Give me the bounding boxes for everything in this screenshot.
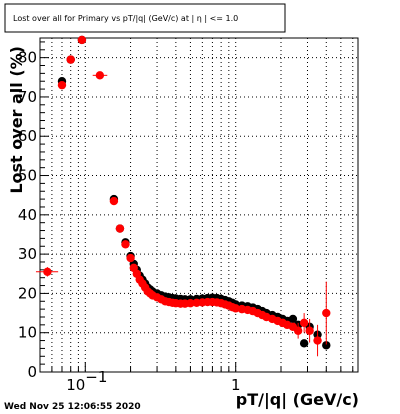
y-tick-label: 10	[18, 324, 37, 342]
data-point	[305, 326, 314, 335]
timestamp: Wed Nov 25 12:06:55 2020	[4, 402, 141, 412]
data-point	[299, 318, 309, 328]
data-point	[299, 339, 309, 348]
y-axis-label: Lost over all (%)	[7, 46, 26, 194]
data-point	[231, 304, 240, 313]
x-axis-label: pT/|q| (GeV/c)	[236, 390, 359, 410]
y-tick-label: 50	[18, 167, 37, 185]
title-box: Lost over all for Primary vs pT/|q| (GeV…	[4, 3, 286, 33]
data-point	[115, 224, 125, 233]
plot-frame	[39, 37, 359, 373]
data-point	[43, 267, 52, 276]
y-tick-label: 60	[18, 127, 37, 145]
y-tick-label: 40	[18, 206, 37, 224]
y-tick-label: 80	[18, 49, 37, 67]
grid	[40, 38, 358, 372]
x-tick-exponent: −1	[85, 368, 107, 386]
data-point	[322, 341, 331, 350]
data-point	[109, 196, 119, 206]
data-point	[293, 326, 303, 335]
y-tick-label: 30	[18, 245, 37, 263]
data-point	[66, 55, 75, 64]
chart-title: Lost over all for Primary vs pT/|q| (GeV…	[13, 14, 238, 23]
series-2	[35, 35, 331, 357]
data-point	[288, 314, 298, 324]
y-tick-label: 0	[27, 363, 37, 381]
data-point	[57, 80, 67, 90]
data-series	[35, 35, 331, 357]
data-point	[313, 336, 322, 345]
data-point	[95, 71, 105, 80]
data-point	[77, 35, 87, 45]
data-point	[322, 308, 331, 318]
x-tick-label: 10	[66, 376, 85, 394]
x-tick-label: 1	[231, 376, 241, 394]
y-tick-label: 20	[18, 284, 37, 302]
data-point	[121, 240, 130, 249]
data-point	[126, 253, 135, 263]
data-point	[186, 299, 195, 308]
y-tick-label: 70	[18, 88, 37, 106]
